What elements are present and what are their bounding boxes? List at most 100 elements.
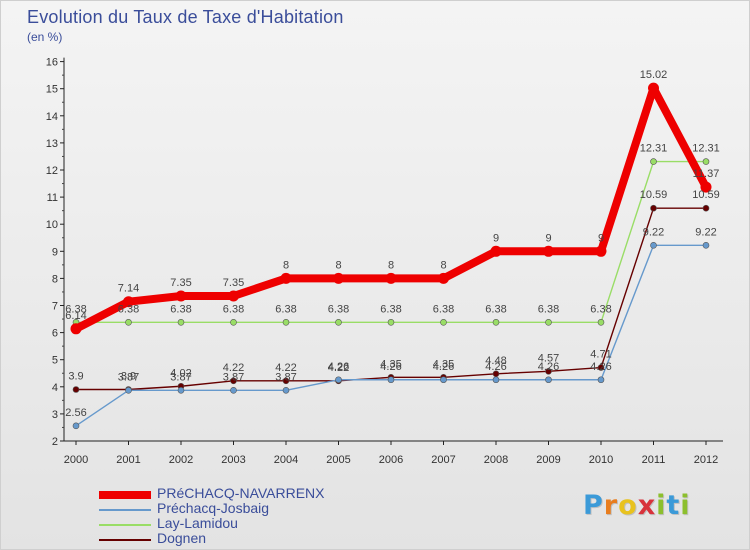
data-point — [545, 368, 552, 375]
y-tick-label: 8 — [52, 273, 58, 285]
data-point — [280, 272, 292, 284]
legend-label: Préchacq-Josbaig — [157, 500, 270, 516]
data-point — [702, 158, 710, 165]
x-tick-label: 2003 — [221, 454, 245, 466]
data-label: 8 — [283, 259, 289, 271]
data-point — [492, 376, 500, 384]
x-tick-label: 2011 — [642, 454, 666, 466]
data-point — [650, 158, 657, 165]
data-label: 4.22 — [223, 362, 244, 374]
y-tick-label: 4 — [52, 382, 58, 394]
data-label: 6.38 — [433, 303, 454, 315]
data-point — [543, 245, 554, 257]
data-label: 15.02 — [640, 69, 668, 81]
data-point — [597, 319, 605, 326]
logo-letter: o — [618, 490, 638, 521]
legend-swatch — [99, 539, 151, 541]
data-label: 8 — [440, 259, 446, 271]
data-point — [230, 319, 237, 326]
logo-letter: i — [680, 490, 691, 521]
data-label: 6.38 — [485, 303, 506, 315]
series-line-0 — [72, 84, 710, 333]
x-tick-label: 2001 — [116, 454, 140, 466]
data-point — [490, 245, 502, 257]
data-point — [700, 181, 712, 193]
data-point — [177, 319, 185, 326]
data-label: 4.26 — [485, 361, 506, 373]
data-label: 6.38 — [275, 303, 296, 315]
data-label: 8 — [335, 259, 341, 271]
data-point — [385, 272, 397, 284]
axes: 2 3 4 5 6 7 8 9 10 11 12 13 14 15 16 2000 2001 2002 2003 20… — [46, 57, 723, 466]
data-point — [702, 204, 710, 212]
data-point — [123, 296, 134, 308]
logo-letter: x — [637, 490, 657, 521]
y-tick-label: 7 — [52, 301, 58, 313]
data-point — [282, 377, 290, 385]
data-label: 6.38 — [590, 303, 611, 315]
data-point — [230, 387, 237, 394]
data-point — [335, 319, 342, 326]
data-label: 3.9 — [121, 371, 136, 383]
y-tick-label: 5 — [52, 355, 58, 367]
data-label: 6.38 — [538, 303, 559, 315]
data-point — [70, 323, 82, 335]
data-point — [333, 272, 344, 284]
legend-item: Dognen — [99, 530, 359, 547]
data-label: 11.37 — [693, 168, 720, 180]
data-point — [72, 386, 80, 393]
data-label: 3.87 — [118, 371, 139, 383]
y-tick-label: 2 — [52, 436, 58, 448]
y-tick-label: 10 — [46, 219, 58, 231]
data-label: 9 — [545, 232, 551, 244]
logo-letter: P — [583, 490, 604, 521]
data-label: 4.35 — [433, 358, 454, 370]
value-labels: 3.9 3.9 4.02 4.22 4.22 4.22 4.35 4.35 4.48 4.57 4.… — [65, 69, 719, 419]
data-point — [597, 376, 605, 384]
data-label: 3.9 — [68, 371, 83, 383]
data-label: 7.35 — [170, 277, 191, 289]
unit-label: (en %) — [27, 30, 63, 44]
data-label: 4.57 — [538, 352, 559, 364]
data-label: 3.87 — [170, 371, 191, 383]
legend-item: PRéCHACQ-NAVARRENX — [99, 485, 359, 502]
data-label: 10.59 — [692, 189, 720, 201]
data-point — [545, 376, 552, 384]
data-label: 7.14 — [118, 283, 139, 295]
x-tick-label: 2005 — [326, 454, 350, 466]
y-tick-label: 6 — [52, 328, 58, 340]
data-label: 4.22 — [275, 362, 296, 374]
legend-item: Lay-Lamidou — [99, 515, 359, 532]
data-point — [648, 82, 659, 94]
data-label: 4.35 — [380, 358, 401, 370]
data-label: 4.48 — [485, 355, 506, 367]
data-point — [387, 319, 395, 326]
y-tick-label: 12 — [46, 165, 58, 177]
data-label: 6.38 — [65, 303, 86, 315]
proxiti-logo: Proxiti — [583, 490, 691, 521]
data-label: 4.02 — [170, 367, 191, 379]
y-tick-label: 11 — [47, 192, 58, 204]
data-label: 4.22 — [328, 362, 349, 374]
logo-letter: t — [666, 490, 681, 521]
legend-label: PRéCHACQ-NAVARRENX — [157, 485, 325, 501]
data-label: 2.56 — [65, 407, 86, 419]
data-point — [650, 204, 657, 212]
data-label: 6.38 — [380, 303, 401, 315]
x-tick-label: 2006 — [379, 454, 403, 466]
logo-letter: i — [656, 490, 667, 521]
data-point — [282, 319, 290, 326]
legend-label: Dognen — [157, 530, 207, 546]
data-label: 12.31 — [640, 143, 668, 155]
data-label: 6.14 — [65, 310, 86, 322]
data-point — [177, 387, 185, 394]
data-point — [228, 290, 239, 302]
data-point — [335, 376, 342, 384]
data-label: 6.38 — [223, 303, 244, 315]
y-tick-label: 16 — [46, 57, 58, 69]
legend-label: Lay-Lamidou — [157, 515, 238, 531]
data-label: 9 — [493, 232, 499, 244]
data-point — [125, 387, 132, 394]
